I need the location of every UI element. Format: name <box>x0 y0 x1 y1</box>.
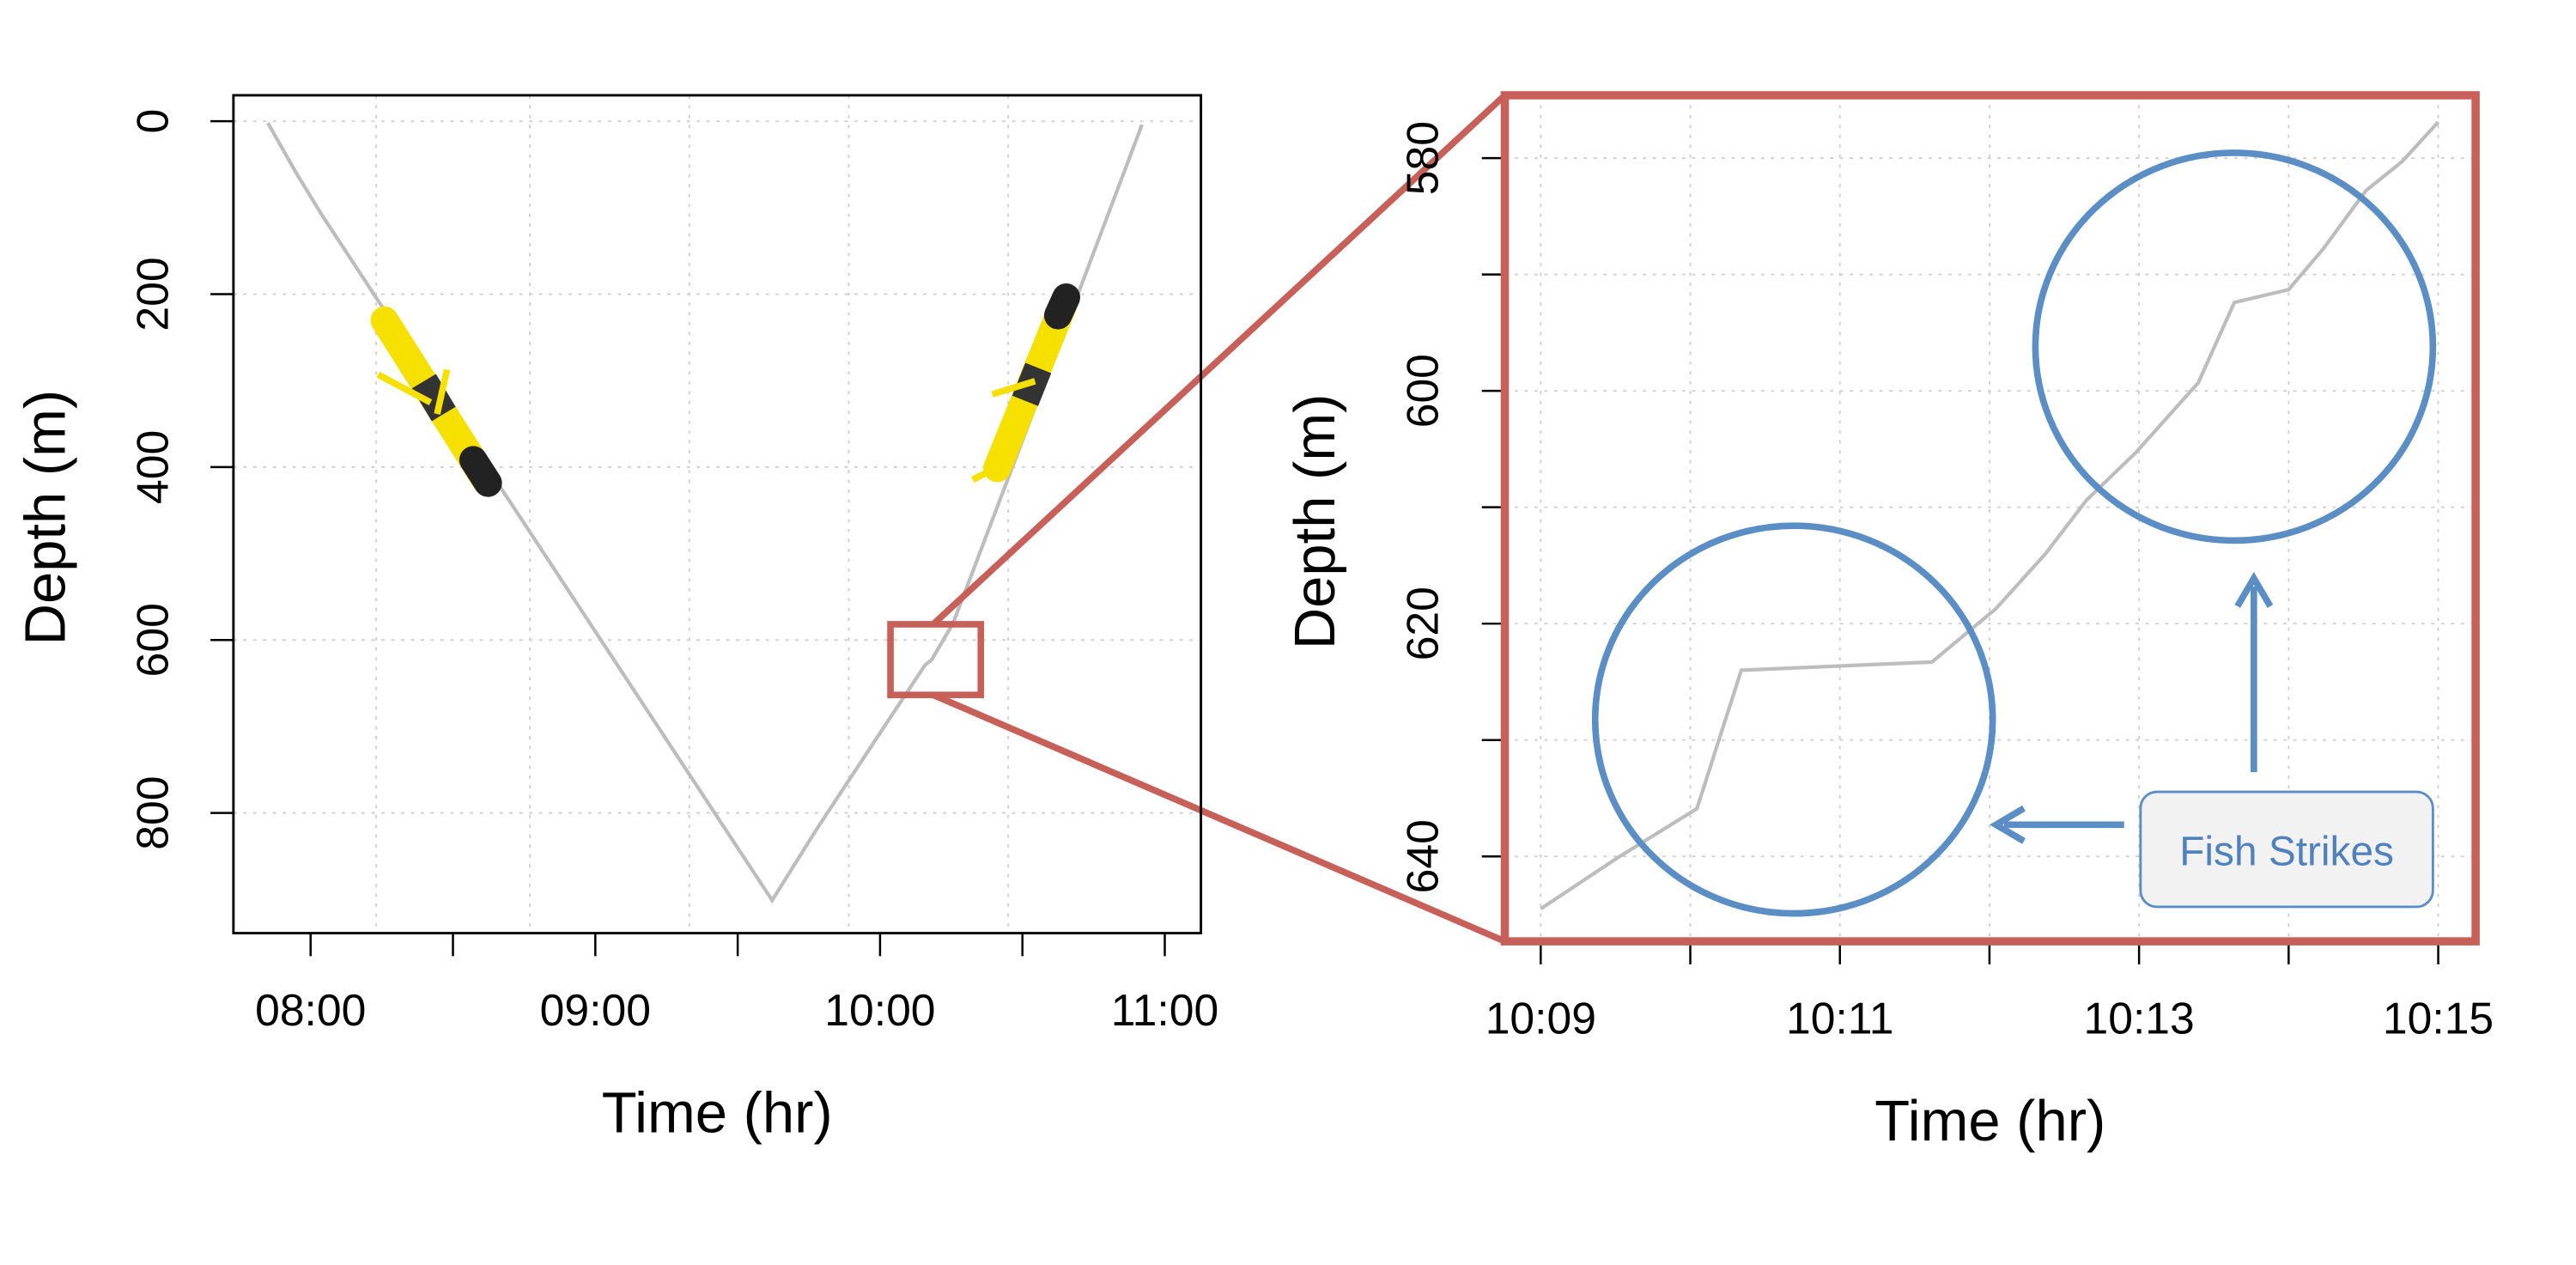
y-tick-label: 200 <box>128 257 178 331</box>
data-line <box>1540 120 2440 910</box>
annotation: Fish Strikes <box>2179 829 2394 874</box>
y-axis-title: Depth (m) <box>1283 394 1347 650</box>
y-tick-label: 620 <box>1397 587 1447 660</box>
y-tick-label: 600 <box>128 603 178 677</box>
arrow-head <box>2234 571 2274 608</box>
y-tick-label: 800 <box>128 776 178 850</box>
plot-frame <box>1500 91 2480 946</box>
x-axis-title: Time (hr) <box>602 1081 833 1146</box>
data-line <box>266 122 1144 904</box>
plot-frame <box>232 94 1203 935</box>
arrow-head <box>1989 805 2026 844</box>
y-tick-label: 640 <box>1397 819 1447 893</box>
highlight-circle <box>2032 149 2437 544</box>
glider-wing <box>970 460 1007 483</box>
glider-left <box>370 306 502 497</box>
x-tick-label: 10:09 <box>1485 994 1596 1043</box>
x-tick-label: 11:00 <box>1111 985 1218 1035</box>
glider-right <box>970 283 1081 483</box>
x-tick-label: 10:11 <box>1786 994 1893 1043</box>
x-tick-label: 08:00 <box>255 985 366 1035</box>
y-tick-label: 580 <box>1397 121 1447 195</box>
x-tick-label: 09:00 <box>540 985 651 1035</box>
y-axis-title: Depth (m) <box>13 390 77 646</box>
zoom-connector <box>931 93 1508 627</box>
grid-layer <box>233 94 2476 942</box>
data-layer <box>266 120 2440 910</box>
glider-tip <box>459 446 502 497</box>
x-tick-label: 10:13 <box>2084 994 2195 1043</box>
glider-wing <box>376 371 433 406</box>
highlight-circle <box>1591 522 1996 917</box>
glider-wing <box>991 378 1036 398</box>
y-tick-label: 0 <box>128 109 178 134</box>
x-tick-label: 10:00 <box>824 985 935 1035</box>
annotation-box <box>2139 790 2434 909</box>
glider-tip <box>1043 283 1081 330</box>
y-tick-label: 400 <box>128 430 178 504</box>
zoom-connector <box>932 691 1507 945</box>
y-tick-label: 600 <box>1397 354 1447 428</box>
x-axis-title: Time (hr) <box>1874 1089 2105 1153</box>
x-tick-label: 10:15 <box>2383 994 2494 1043</box>
glider-wing <box>434 368 451 415</box>
